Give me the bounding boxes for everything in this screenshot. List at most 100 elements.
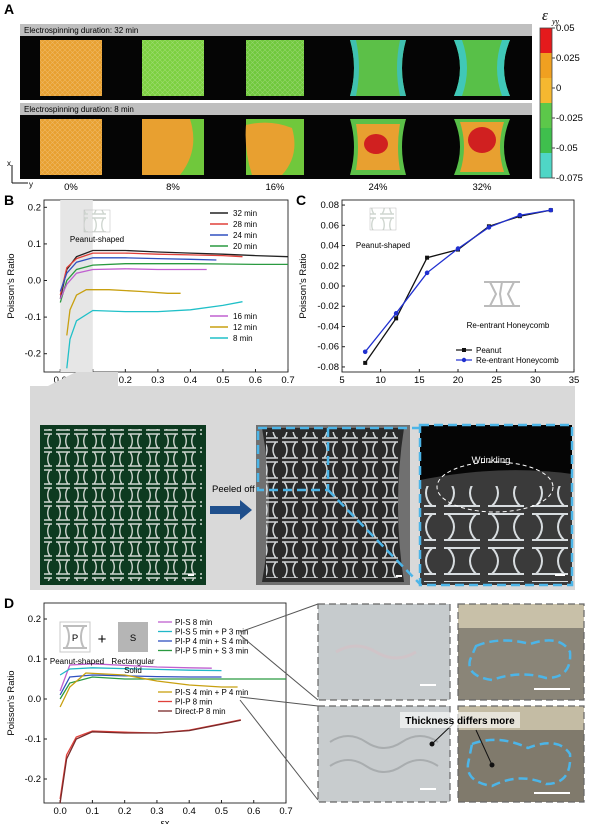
photo-lattice-on-substrate xyxy=(40,425,206,585)
data-point-circle xyxy=(424,270,430,276)
row1-specimen-16 xyxy=(246,40,304,96)
row1-specimen-24 xyxy=(350,40,406,96)
row1-title-bar xyxy=(20,24,532,36)
legend-label: Peanut xyxy=(476,346,502,355)
x-tick-label: 35 xyxy=(569,375,580,386)
peeled-arrow: Peeled off xyxy=(210,484,255,520)
schematic-p-label: P xyxy=(72,633,78,644)
chart-b: 0.00.10.20.30.40.50.60.7-0.2-0.10.00.10.… xyxy=(6,199,295,398)
y-tick-label: -0.04 xyxy=(317,321,339,332)
plot-frame xyxy=(43,199,289,373)
legend-label: 32 min xyxy=(233,209,257,218)
strain-label-3: 24% xyxy=(368,182,388,193)
panel-a-label: A xyxy=(4,1,14,17)
legend-label: Direct-P 8 min xyxy=(175,707,226,716)
colorbar-segment xyxy=(540,128,552,153)
x-tick-label: 20 xyxy=(453,375,464,386)
legend-label: 8 min xyxy=(233,334,253,343)
panel-d-schematic: P + S Peanut-shaped Rectangular Solid xyxy=(50,621,155,675)
colorbar-tick-label: -0.05 xyxy=(556,143,578,154)
y-tick-label: 0.02 xyxy=(321,261,340,272)
legend-label: 20 min xyxy=(233,242,257,251)
panel-b-label: B xyxy=(4,192,14,208)
thickness-callout-lines xyxy=(239,603,319,801)
legend-label: PI-S 5 min + P 3 min xyxy=(175,628,248,637)
y-tick-label: -0.2 xyxy=(25,349,41,360)
colorbar-tick-label: -0.075 xyxy=(556,173,583,184)
series-line-20-min xyxy=(59,263,288,303)
x-tick-label: 0.6 xyxy=(247,806,260,817)
axis-x-label: x xyxy=(7,159,11,168)
x-tick-label: 0.7 xyxy=(279,806,292,817)
y-tick-label: 0.0 xyxy=(28,276,41,287)
row2-title-bar xyxy=(20,103,532,115)
colorbar-frame xyxy=(539,27,553,179)
panel-d-label: D xyxy=(4,595,14,611)
data-point-square xyxy=(363,360,368,365)
row1-title: Electrospinning duration: 32 min xyxy=(24,26,138,35)
legend-label: PI-P 8 min xyxy=(175,698,212,707)
row2-specimen-16 xyxy=(245,119,304,175)
x-axis-label: εx xyxy=(161,818,170,824)
thickness-label: Thickness differs more xyxy=(405,716,515,727)
series-line-1 xyxy=(59,667,222,676)
x-tick-label: 25 xyxy=(491,375,502,386)
strain-label-1: 8% xyxy=(166,182,180,193)
photo-wrinkling-zoom: Wrinkling xyxy=(418,423,574,587)
honeycomb-inset-icon xyxy=(484,281,520,307)
photo-d-top-left xyxy=(317,603,451,701)
x-tick-label: 0.5 xyxy=(215,806,228,817)
x-tick-label: 0.4 xyxy=(183,806,196,817)
legend-label: PI-S 8 min xyxy=(175,618,212,627)
x-tick-label: 5 xyxy=(339,375,344,386)
schematic-s-label: S xyxy=(130,633,136,644)
y-tick-label: -0.1 xyxy=(25,734,41,745)
chart-c: 5 10 15 20 25 30 35 -0.08 -0.06 -0.04 -0.02 0.00 0.0… xyxy=(298,199,580,398)
series-line-2 xyxy=(59,674,222,696)
thickness-annotation: Thickness differs more xyxy=(400,712,520,766)
peanut-inset-label: Peanut-shaped xyxy=(356,241,410,250)
series-line-8-min xyxy=(66,301,243,369)
row1-specimen-8 xyxy=(142,40,204,96)
y-tick-label: 0.1 xyxy=(28,239,41,250)
y-axis-label: Poisson's Ratio xyxy=(6,670,17,735)
x-tick-label: 15 xyxy=(414,375,425,386)
schematic-peanut-label: Peanut-shaped xyxy=(50,657,104,666)
legend-label: PI-P 4 min + S 4 min xyxy=(175,637,248,646)
x-tick-label: 0.2 xyxy=(119,375,132,386)
strain-label-2: 16% xyxy=(265,182,285,193)
colorbar-tick-label: -0.025 xyxy=(556,113,583,124)
row2-specimen-32 xyxy=(454,119,510,175)
colorbar-tick-label: 0.025 xyxy=(556,53,580,64)
plot-frame xyxy=(43,602,287,804)
y-tick-label: 0.06 xyxy=(321,220,340,231)
series-line-24-min xyxy=(59,257,217,292)
row1-specimen-0 xyxy=(40,40,102,96)
strain-label-4: 32% xyxy=(472,182,492,193)
panel-a: A Electrospinning duration: 32 min Elect… xyxy=(4,1,583,193)
series-line-6 xyxy=(59,719,241,804)
y-tick-label: -0.2 xyxy=(25,774,41,785)
legend-marker xyxy=(462,348,466,352)
series-line-0 xyxy=(364,209,551,364)
colorbar-segment xyxy=(540,153,552,178)
x-tick-label: 0.0 xyxy=(54,806,67,817)
axis-y-label: y xyxy=(29,180,33,189)
y-tick-label: -0.1 xyxy=(25,312,41,323)
series-line-16-min xyxy=(59,268,207,300)
zoom-callout-lines xyxy=(327,426,421,585)
data-point-square xyxy=(394,316,399,321)
data-point-circle xyxy=(362,349,368,355)
legend-label: 24 min xyxy=(233,231,257,240)
schematic-plus: + xyxy=(98,631,107,648)
x-tick-label: 0.4 xyxy=(184,375,197,386)
series-line-12-min xyxy=(66,289,181,336)
x-tick-label: 30 xyxy=(530,375,541,386)
data-point-circle xyxy=(393,311,399,316)
peanut-inset-label: Peanut-shaped xyxy=(70,235,124,244)
data-point-circle xyxy=(486,225,492,230)
y-tick-label: 0.2 xyxy=(28,202,41,213)
peanut-inset-icon xyxy=(369,207,397,231)
series-line-3 xyxy=(59,676,286,700)
x-tick-label: 0.6 xyxy=(249,375,262,386)
